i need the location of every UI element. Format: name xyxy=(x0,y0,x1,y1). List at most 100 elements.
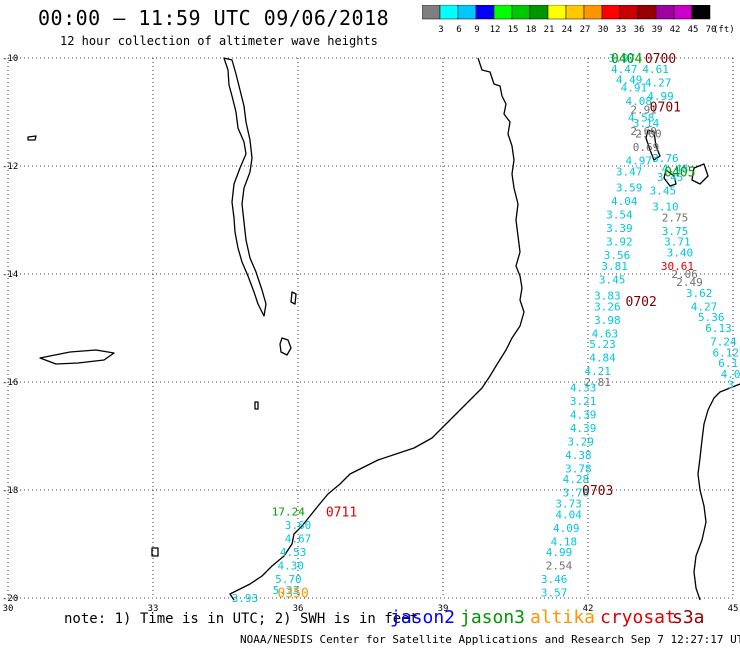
swh-value: 4.0 xyxy=(721,368,740,381)
lon-tick-label: 39 xyxy=(438,604,449,614)
swh-value: 3.81 xyxy=(601,260,628,273)
wave-height-color-scale: 3 6 9 12 15 18 21 24 27 30 33 36 39 42 45 70(ft) xyxy=(422,5,735,35)
lat-tick-label: -18 xyxy=(2,486,18,496)
track-0711: 17.243.604.674.534.305.705.33 3.93 xyxy=(232,506,312,605)
swh-value: 3.46 xyxy=(541,573,568,586)
swh-value: 3.45 xyxy=(599,273,626,286)
swh-value: 4.08 xyxy=(626,95,653,108)
swh-value: 4.33 xyxy=(570,381,597,394)
swh-value: 4.09 xyxy=(553,522,580,535)
pass-time-label: 0703 xyxy=(582,484,613,499)
lon-tick-label: 36 xyxy=(293,604,304,614)
legend-jason2: jason2 xyxy=(390,607,456,628)
swh-value: 4.97 xyxy=(626,155,653,168)
lat-tick-label: -20 xyxy=(2,594,18,604)
swh-value: 2.81 xyxy=(584,376,611,389)
page-title: 00:00 – 11:59 UTC 09/06/2018 xyxy=(38,6,390,30)
swh-value: 3.39 xyxy=(606,222,633,235)
lake-cahora-bassa-outline xyxy=(39,349,115,365)
pass-time-label: 0405 xyxy=(664,165,695,180)
swh-value: 2.60 xyxy=(630,125,657,138)
legend-s3a: s3a xyxy=(672,607,705,628)
lon-tick-label: 33 xyxy=(148,604,159,614)
small-lake-b xyxy=(27,135,37,141)
swh-value: 4.63 xyxy=(592,327,619,340)
swh-value: 4.67 xyxy=(285,533,312,546)
swh-value: 4.99 xyxy=(546,546,573,559)
swh-value: 2.49 xyxy=(676,276,703,289)
axis-tick-labels: 30 33 36 39 42 45 -10 -12 -14 -16 -18 -20 xyxy=(2,54,738,614)
swh-value: 3.40 xyxy=(667,246,694,259)
scale-label-70: 70 xyxy=(706,25,717,35)
swh-value: 4.53 xyxy=(280,546,307,559)
lake-malawi-outline xyxy=(223,57,267,317)
swh-value: 5.33 xyxy=(273,584,300,597)
swh-value: 3.47 xyxy=(616,165,643,178)
scale-label-45: 45 xyxy=(688,25,699,35)
swh-value: 3.29 xyxy=(568,435,595,448)
scale-label-42: 42 xyxy=(670,25,681,35)
swh-value: 4.21 xyxy=(584,365,611,378)
scale-label-15: 15 xyxy=(508,25,519,35)
africa-coastline xyxy=(229,57,525,601)
units-note: note: 1) Time is in UTC; 2) SWH is in fe… xyxy=(64,611,419,627)
swh-value: 2.54 xyxy=(546,560,573,573)
scale-swatch-70 xyxy=(691,5,711,20)
legend-cryosat: cryosat xyxy=(600,607,676,628)
swh-value: 4.61 xyxy=(642,63,669,76)
legend-jason3: jason3 xyxy=(460,607,526,628)
swh-value: 3.83 xyxy=(594,290,621,303)
pass-time-label: 0702 xyxy=(626,295,657,310)
scale-label-3: 3 xyxy=(438,25,443,35)
scale-label-9: 9 xyxy=(474,25,479,35)
swh-value: 4.04 xyxy=(555,508,582,521)
small-lake-d xyxy=(254,401,259,410)
swh-value: 3.73 xyxy=(555,498,582,511)
swh-value: 4.04 xyxy=(611,195,638,208)
comoros-island-grande xyxy=(645,129,661,161)
swh-value: 4.18 xyxy=(551,535,578,548)
swh-value: 3.71 xyxy=(664,236,691,249)
scale-label-36: 36 xyxy=(634,25,645,35)
swh-value: 3.97 xyxy=(609,52,636,65)
scale-label-24: 24 xyxy=(562,25,573,35)
swh-value: 3.78 xyxy=(563,487,590,500)
swh-value: 3.62 xyxy=(686,287,713,300)
coastline xyxy=(27,57,740,601)
swh-value: 4.27 xyxy=(691,300,718,313)
swh-value: 3.54 xyxy=(606,209,633,222)
swh-value: 5.36 xyxy=(698,311,725,324)
swh-value: 6.13 xyxy=(705,322,732,335)
swh-value: 4.39 xyxy=(570,408,597,421)
swh-value: 3.14 xyxy=(633,117,660,130)
swh-value: 6.1 xyxy=(718,357,738,370)
pass-time-label: 0701 xyxy=(650,101,681,116)
swh-value: 4.48 xyxy=(662,163,689,176)
pass-time-label: 0711 xyxy=(326,506,357,521)
swh-value: 5.70 xyxy=(275,573,302,586)
swh-value: 4.91 xyxy=(621,82,648,95)
small-lake-c xyxy=(151,547,159,557)
track-0404-0700: 3.974.47 4.614.49 4.274.914.994.082.914.58… xyxy=(541,52,740,600)
swh-value: 3.45 xyxy=(657,171,684,184)
lon-tick-label: 42 xyxy=(583,604,594,614)
swh-value: 7.24 xyxy=(710,336,737,349)
swh-value: 3.45 xyxy=(650,184,677,197)
swh-value: 3.92 xyxy=(606,236,633,249)
altimeter-tracks: 3.974.47 4.614.49 4.274.914.994.082.914.58… xyxy=(232,52,740,605)
lat-tick-label: -12 xyxy=(2,162,18,172)
lon-tick-label: 45 xyxy=(728,604,739,614)
swh-value: 3.59 xyxy=(616,182,643,195)
swh-value: 3 xyxy=(727,379,734,392)
swh-value: 2.00 xyxy=(635,128,662,141)
swh-value: 4.99 xyxy=(647,90,674,103)
swh-value: 4.84 xyxy=(589,352,616,365)
scale-label-6: 6 xyxy=(456,25,461,35)
lake-chilwa-outline xyxy=(279,337,292,356)
swh-value: 4.27 xyxy=(645,76,672,89)
pass-time-label: 0404 xyxy=(611,52,642,67)
swh-value: 3.57 xyxy=(541,587,568,600)
swh-value: 0.69 xyxy=(633,141,660,154)
lat-tick-label: -14 xyxy=(2,270,18,280)
